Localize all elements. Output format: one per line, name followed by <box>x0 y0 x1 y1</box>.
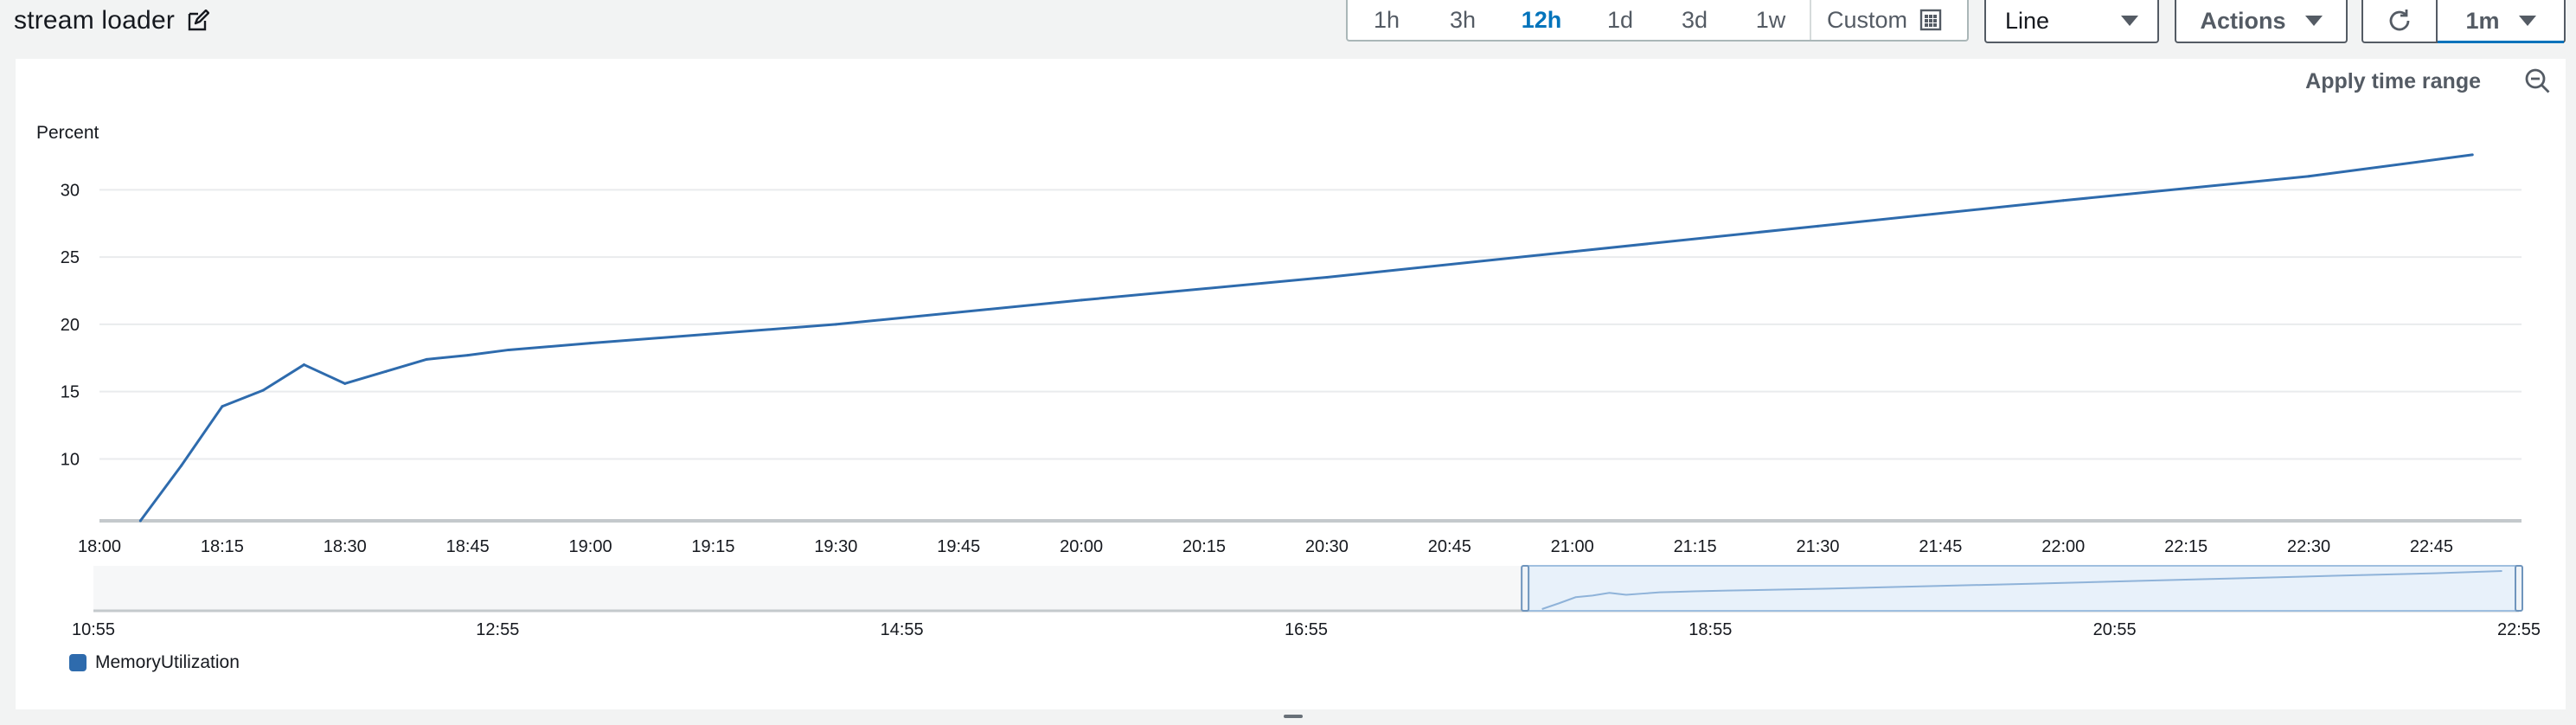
x-tick-label: 21:30 <box>1796 537 1839 556</box>
data-point <box>2061 199 2065 202</box>
data-point <box>834 323 837 326</box>
range-option-12h[interactable]: 12h <box>1521 6 1562 33</box>
data-point <box>261 388 265 392</box>
time-range-selector: 1h 3h 12h 1d 3d 1w Custom <box>1346 0 1969 42</box>
x-tick-label: 22:45 <box>2410 537 2453 556</box>
series-line-memoryutilization <box>139 153 2473 522</box>
refresh-control: 1m <box>2361 0 2566 43</box>
data-point <box>1080 298 1083 302</box>
data-point <box>180 464 183 467</box>
caret-down-icon <box>2304 16 2323 26</box>
y-tick-label: 30 <box>61 181 80 200</box>
x-tick-label: 20:15 <box>1182 537 1226 556</box>
legend-item[interactable]: MemoryUtilization <box>69 652 240 673</box>
x-tick-label: 20:30 <box>1305 537 1349 556</box>
edit-icon[interactable] <box>187 10 210 32</box>
data-point <box>2470 153 2474 157</box>
data-point <box>589 342 593 345</box>
caret-down-icon <box>2518 16 2536 26</box>
custom-label: Custom <box>1827 6 1908 33</box>
overview-left-handle[interactable] <box>1521 565 1530 612</box>
custom-range-button[interactable]: Custom <box>1811 0 1958 40</box>
x-tick-label: 18:15 <box>201 537 244 556</box>
overview-tick-label: 12:55 <box>476 620 519 639</box>
x-tick-label: 18:45 <box>446 537 490 556</box>
data-point <box>425 357 428 361</box>
resize-handle[interactable] <box>1284 715 1303 718</box>
refresh-button[interactable] <box>2363 0 2438 42</box>
x-tick-label: 20:45 <box>1428 537 1471 556</box>
data-point <box>384 369 388 373</box>
x-tick-label: 21:15 <box>1674 537 1717 556</box>
x-tick-label: 19:45 <box>937 537 980 556</box>
zoom-out-icon[interactable] <box>2524 67 2552 95</box>
x-tick-label: 21:00 <box>1551 537 1594 556</box>
y-axis-label: Percent <box>36 123 99 143</box>
legend-label: MemoryUtilization <box>95 652 240 672</box>
dashboard-title-bar: stream loader <box>14 0 210 42</box>
data-point <box>1816 224 1819 228</box>
calendar-icon <box>1919 9 1942 31</box>
overview-tick-label: 10:55 <box>72 620 115 639</box>
data-point <box>1325 275 1329 279</box>
x-tick-label: 20:00 <box>1060 537 1103 556</box>
y-tick-label: 25 <box>61 248 80 267</box>
overview-right-handle[interactable] <box>2515 565 2523 612</box>
range-option-1h[interactable]: 1h <box>1373 6 1400 33</box>
refresh-interval-value: 1m <box>2465 7 2500 34</box>
x-tick-label: 21:45 <box>1919 537 1962 556</box>
data-point <box>2307 175 2310 178</box>
apply-time-range-link[interactable]: Apply time range <box>2305 69 2481 93</box>
chart-type-select[interactable]: Line <box>1984 0 2159 43</box>
range-option-1d[interactable]: 1d <box>1606 6 1634 33</box>
y-tick-label: 10 <box>61 450 80 469</box>
actions-label: Actions <box>2200 7 2286 34</box>
overview-selection <box>1524 565 2520 612</box>
data-point <box>138 519 142 523</box>
x-tick-label: 22:00 <box>2041 537 2085 556</box>
chart-type-value: Line <box>2005 7 2050 34</box>
x-tick-label: 22:15 <box>2164 537 2208 556</box>
x-tick-label: 19:00 <box>569 537 612 556</box>
caret-down-icon <box>2121 16 2138 26</box>
refresh-icon <box>2389 10 2410 31</box>
overview-tick-label: 20:55 <box>2093 620 2137 639</box>
x-tick-label: 22:30 <box>2287 537 2330 556</box>
overview-tick-label: 22:55 <box>2497 620 2541 639</box>
overview-tick-label: 18:55 <box>1688 620 1732 639</box>
data-point <box>507 348 510 351</box>
range-option-1w[interactable]: 1w <box>1755 6 1786 33</box>
data-point <box>221 405 224 408</box>
data-point <box>302 363 305 367</box>
actions-button[interactable]: Actions <box>2175 0 2348 43</box>
x-tick-label: 19:15 <box>691 537 734 556</box>
data-point <box>466 354 470 357</box>
range-option-3h[interactable]: 3h <box>1449 6 1477 33</box>
y-tick-label: 15 <box>61 383 80 402</box>
y-tick-label: 20 <box>61 316 80 335</box>
x-tick-label: 18:30 <box>324 537 367 556</box>
widget-title: stream loader <box>14 6 176 35</box>
interval-underline <box>2438 41 2564 43</box>
refresh-interval-select[interactable]: 1m <box>2438 0 2564 43</box>
overview-tick-label: 14:55 <box>881 620 924 639</box>
x-tick-label: 18:00 <box>78 537 121 556</box>
overview-series-line <box>1541 570 2502 610</box>
x-tick-label: 19:30 <box>814 537 857 556</box>
legend-swatch <box>69 654 87 671</box>
range-option-3d[interactable]: 3d <box>1681 6 1708 33</box>
divider <box>1810 0 1811 40</box>
overview-tick-label: 16:55 <box>1285 620 1328 639</box>
data-point <box>1571 250 1574 253</box>
data-point <box>343 382 347 385</box>
